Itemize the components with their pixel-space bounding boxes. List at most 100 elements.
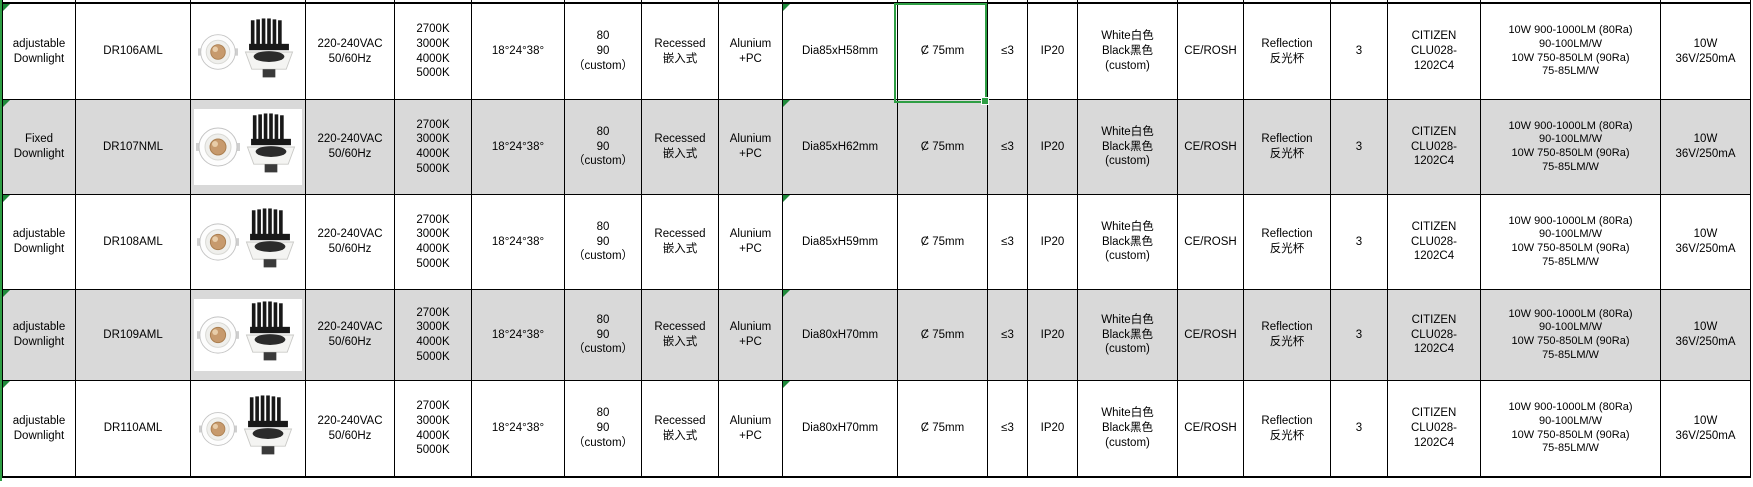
cell-cct[interactable]: 2700K 3000K 4000K 5000K [395, 290, 472, 381]
cell-cri[interactable]: 80 90 （custom） [565, 195, 642, 290]
cell-cct[interactable]: 2700K 3000K 4000K 5000K [395, 381, 472, 478]
cell-material[interactable]: Alunium +PC [719, 290, 783, 381]
cell-led-chip[interactable]: CITIZEN CLU028- 1202C4 [1388, 4, 1481, 100]
cell-photos[interactable] [191, 100, 306, 195]
fill-handle[interactable] [981, 97, 989, 105]
cell-certification[interactable]: CE/ROSH [1178, 290, 1244, 381]
cell-sdcm[interactable]: ≤3 [988, 100, 1028, 195]
cell-warranty[interactable]: 3 [1331, 381, 1388, 478]
cell-cutout[interactable]: Ȼ 75mm [898, 195, 988, 290]
cell-size[interactable]: Dia80xH70mm [783, 290, 898, 381]
cell-cct[interactable]: 2700K 3000K 4000K 5000K [395, 4, 472, 100]
cell-model[interactable]: DR110AML [76, 381, 191, 478]
cell-type[interactable]: adjustable Downlight [3, 195, 76, 290]
cell-model[interactable]: DR108AML [76, 195, 191, 290]
cell-warranty[interactable]: 3 [1331, 100, 1388, 195]
cell-mounting[interactable]: Recessed 嵌入式 [642, 290, 719, 381]
cell-mounting[interactable]: Recessed 嵌入式 [642, 195, 719, 290]
cell-sdcm[interactable]: ≤3 [988, 4, 1028, 100]
cell-certification[interactable]: CE/ROSH [1178, 381, 1244, 478]
cell-beam-angle[interactable]: 18°24°38° [472, 290, 565, 381]
cell-ip-rating[interactable]: IP20 [1028, 381, 1078, 478]
cell-power[interactable]: 10W 36V/250mA [1661, 195, 1751, 290]
cell-beam-angle[interactable]: 18°24°38° [472, 381, 565, 478]
cell-optics[interactable]: Reflection 反光杯 [1244, 100, 1331, 195]
cell-mounting[interactable]: Recessed 嵌入式 [642, 381, 719, 478]
cell-type[interactable]: adjustable Downlight [3, 4, 76, 100]
cell-certification[interactable]: CE/ROSH [1178, 4, 1244, 100]
cell-ip-rating[interactable]: IP20 [1028, 290, 1078, 381]
cell-warranty[interactable]: 3 [1331, 195, 1388, 290]
cell-cutout[interactable]: Ȼ 75mm [898, 290, 988, 381]
cell-warranty[interactable]: 3 [1331, 4, 1388, 100]
cell-photos[interactable] [191, 4, 306, 100]
cell-luminous-flux[interactable]: 10W 900-1000LM (80Ra) 90-100LM/W 10W 750… [1481, 100, 1661, 195]
cell-beam-angle[interactable]: 18°24°38° [472, 195, 565, 290]
cell-finish[interactable]: White白色 Black黑色 (custom) [1078, 4, 1178, 100]
cell-ip-rating[interactable]: IP20 [1028, 195, 1078, 290]
cell-voltage[interactable]: 220-240VAC 50/60Hz [306, 290, 395, 381]
cell-size[interactable]: Dia85xH58mm [783, 4, 898, 100]
cell-cri[interactable]: 80 90 （custom） [565, 100, 642, 195]
cell-led-chip[interactable]: CITIZEN CLU028- 1202C4 [1388, 100, 1481, 195]
cell-photos[interactable] [191, 290, 306, 381]
cell-optics[interactable]: Reflection 反光杯 [1244, 381, 1331, 478]
cell-ip-rating[interactable]: IP20 [1028, 100, 1078, 195]
cell-finish[interactable]: White白色 Black黑色 (custom) [1078, 290, 1178, 381]
cell-certification[interactable]: CE/ROSH [1178, 100, 1244, 195]
cell-material[interactable]: Alunium +PC [719, 100, 783, 195]
cell-cri[interactable]: 80 90 （custom） [565, 4, 642, 100]
cell-luminous-flux[interactable]: 10W 900-1000LM (80Ra) 90-100LM/W 10W 750… [1481, 195, 1661, 290]
cell-beam-angle[interactable]: 18°24°38° [472, 4, 565, 100]
cell-model[interactable]: DR109AML [76, 290, 191, 381]
cell-certification[interactable]: CE/ROSH [1178, 195, 1244, 290]
cell-photos[interactable] [191, 195, 306, 290]
cell-type[interactable]: Fixed Downlight [3, 100, 76, 195]
cell-size[interactable]: Dia85xH62mm [783, 100, 898, 195]
cell-luminous-flux[interactable]: 10W 900-1000LM (80Ra) 90-100LM/W 10W 750… [1481, 381, 1661, 478]
cell-cri[interactable]: 80 90 （custom） [565, 381, 642, 478]
cell-power[interactable]: 10W 36V/250mA [1661, 290, 1751, 381]
cell-sdcm[interactable]: ≤3 [988, 195, 1028, 290]
cell-sdcm[interactable]: ≤3 [988, 290, 1028, 381]
cell-power[interactable]: 10W 36V/250mA [1661, 381, 1751, 478]
cell-optics[interactable]: Reflection 反光杯 [1244, 195, 1331, 290]
cell-cutout[interactable]: Ȼ 75mm [898, 381, 988, 478]
cell-mounting[interactable]: Recessed 嵌入式 [642, 100, 719, 195]
cell-cri[interactable]: 80 90 （custom） [565, 290, 642, 381]
cell-voltage[interactable]: 220-240VAC 50/60Hz [306, 4, 395, 100]
cell-cutout-selected[interactable]: Ȼ 75mm [898, 4, 988, 100]
cell-led-chip[interactable]: CITIZEN CLU028- 1202C4 [1388, 290, 1481, 381]
cell-cct[interactable]: 2700K 3000K 4000K 5000K [395, 195, 472, 290]
cell-size[interactable]: Dia85xH59mm [783, 195, 898, 290]
cell-material[interactable]: Alunium +PC [719, 4, 783, 100]
cell-photos[interactable] [191, 381, 306, 478]
cell-mounting[interactable]: Recessed 嵌入式 [642, 4, 719, 100]
cell-finish[interactable]: White白色 Black黑色 (custom) [1078, 381, 1178, 478]
cell-optics[interactable]: Reflection 反光杯 [1244, 290, 1331, 381]
cell-warranty[interactable]: 3 [1331, 290, 1388, 381]
cell-power[interactable]: 10W 36V/250mA [1661, 4, 1751, 100]
cell-cutout[interactable]: Ȼ 75mm [898, 100, 988, 195]
cell-model[interactable]: DR106AML [76, 4, 191, 100]
cell-optics[interactable]: Reflection 反光杯 [1244, 4, 1331, 100]
cell-luminous-flux[interactable]: 10W 900-1000LM (80Ra) 90-100LM/W 10W 750… [1481, 4, 1661, 100]
cell-model[interactable]: DR107NML [76, 100, 191, 195]
cell-size[interactable]: Dia80xH70mm [783, 381, 898, 478]
cell-finish[interactable]: White白色 Black黑色 (custom) [1078, 100, 1178, 195]
cell-finish[interactable]: White白色 Black黑色 (custom) [1078, 195, 1178, 290]
cell-voltage[interactable]: 220-240VAC 50/60Hz [306, 381, 395, 478]
cell-power[interactable]: 10W 36V/250mA [1661, 100, 1751, 195]
cell-led-chip[interactable]: CITIZEN CLU028- 1202C4 [1388, 195, 1481, 290]
cell-material[interactable]: Alunium +PC [719, 195, 783, 290]
cell-sdcm[interactable]: ≤3 [988, 381, 1028, 478]
cell-voltage[interactable]: 220-240VAC 50/60Hz [306, 195, 395, 290]
cell-cct[interactable]: 2700K 3000K 4000K 5000K [395, 100, 472, 195]
cell-ip-rating[interactable]: IP20 [1028, 4, 1078, 100]
cell-type[interactable]: adjustable Downlight [3, 381, 76, 478]
cell-beam-angle[interactable]: 18°24°38° [472, 100, 565, 195]
cell-material[interactable]: Alunium +PC [719, 381, 783, 478]
cell-type[interactable]: adjustable Downlight [3, 290, 76, 381]
cell-luminous-flux[interactable]: 10W 900-1000LM (80Ra) 90-100LM/W 10W 750… [1481, 290, 1661, 381]
cell-voltage[interactable]: 220-240VAC 50/60Hz [306, 100, 395, 195]
